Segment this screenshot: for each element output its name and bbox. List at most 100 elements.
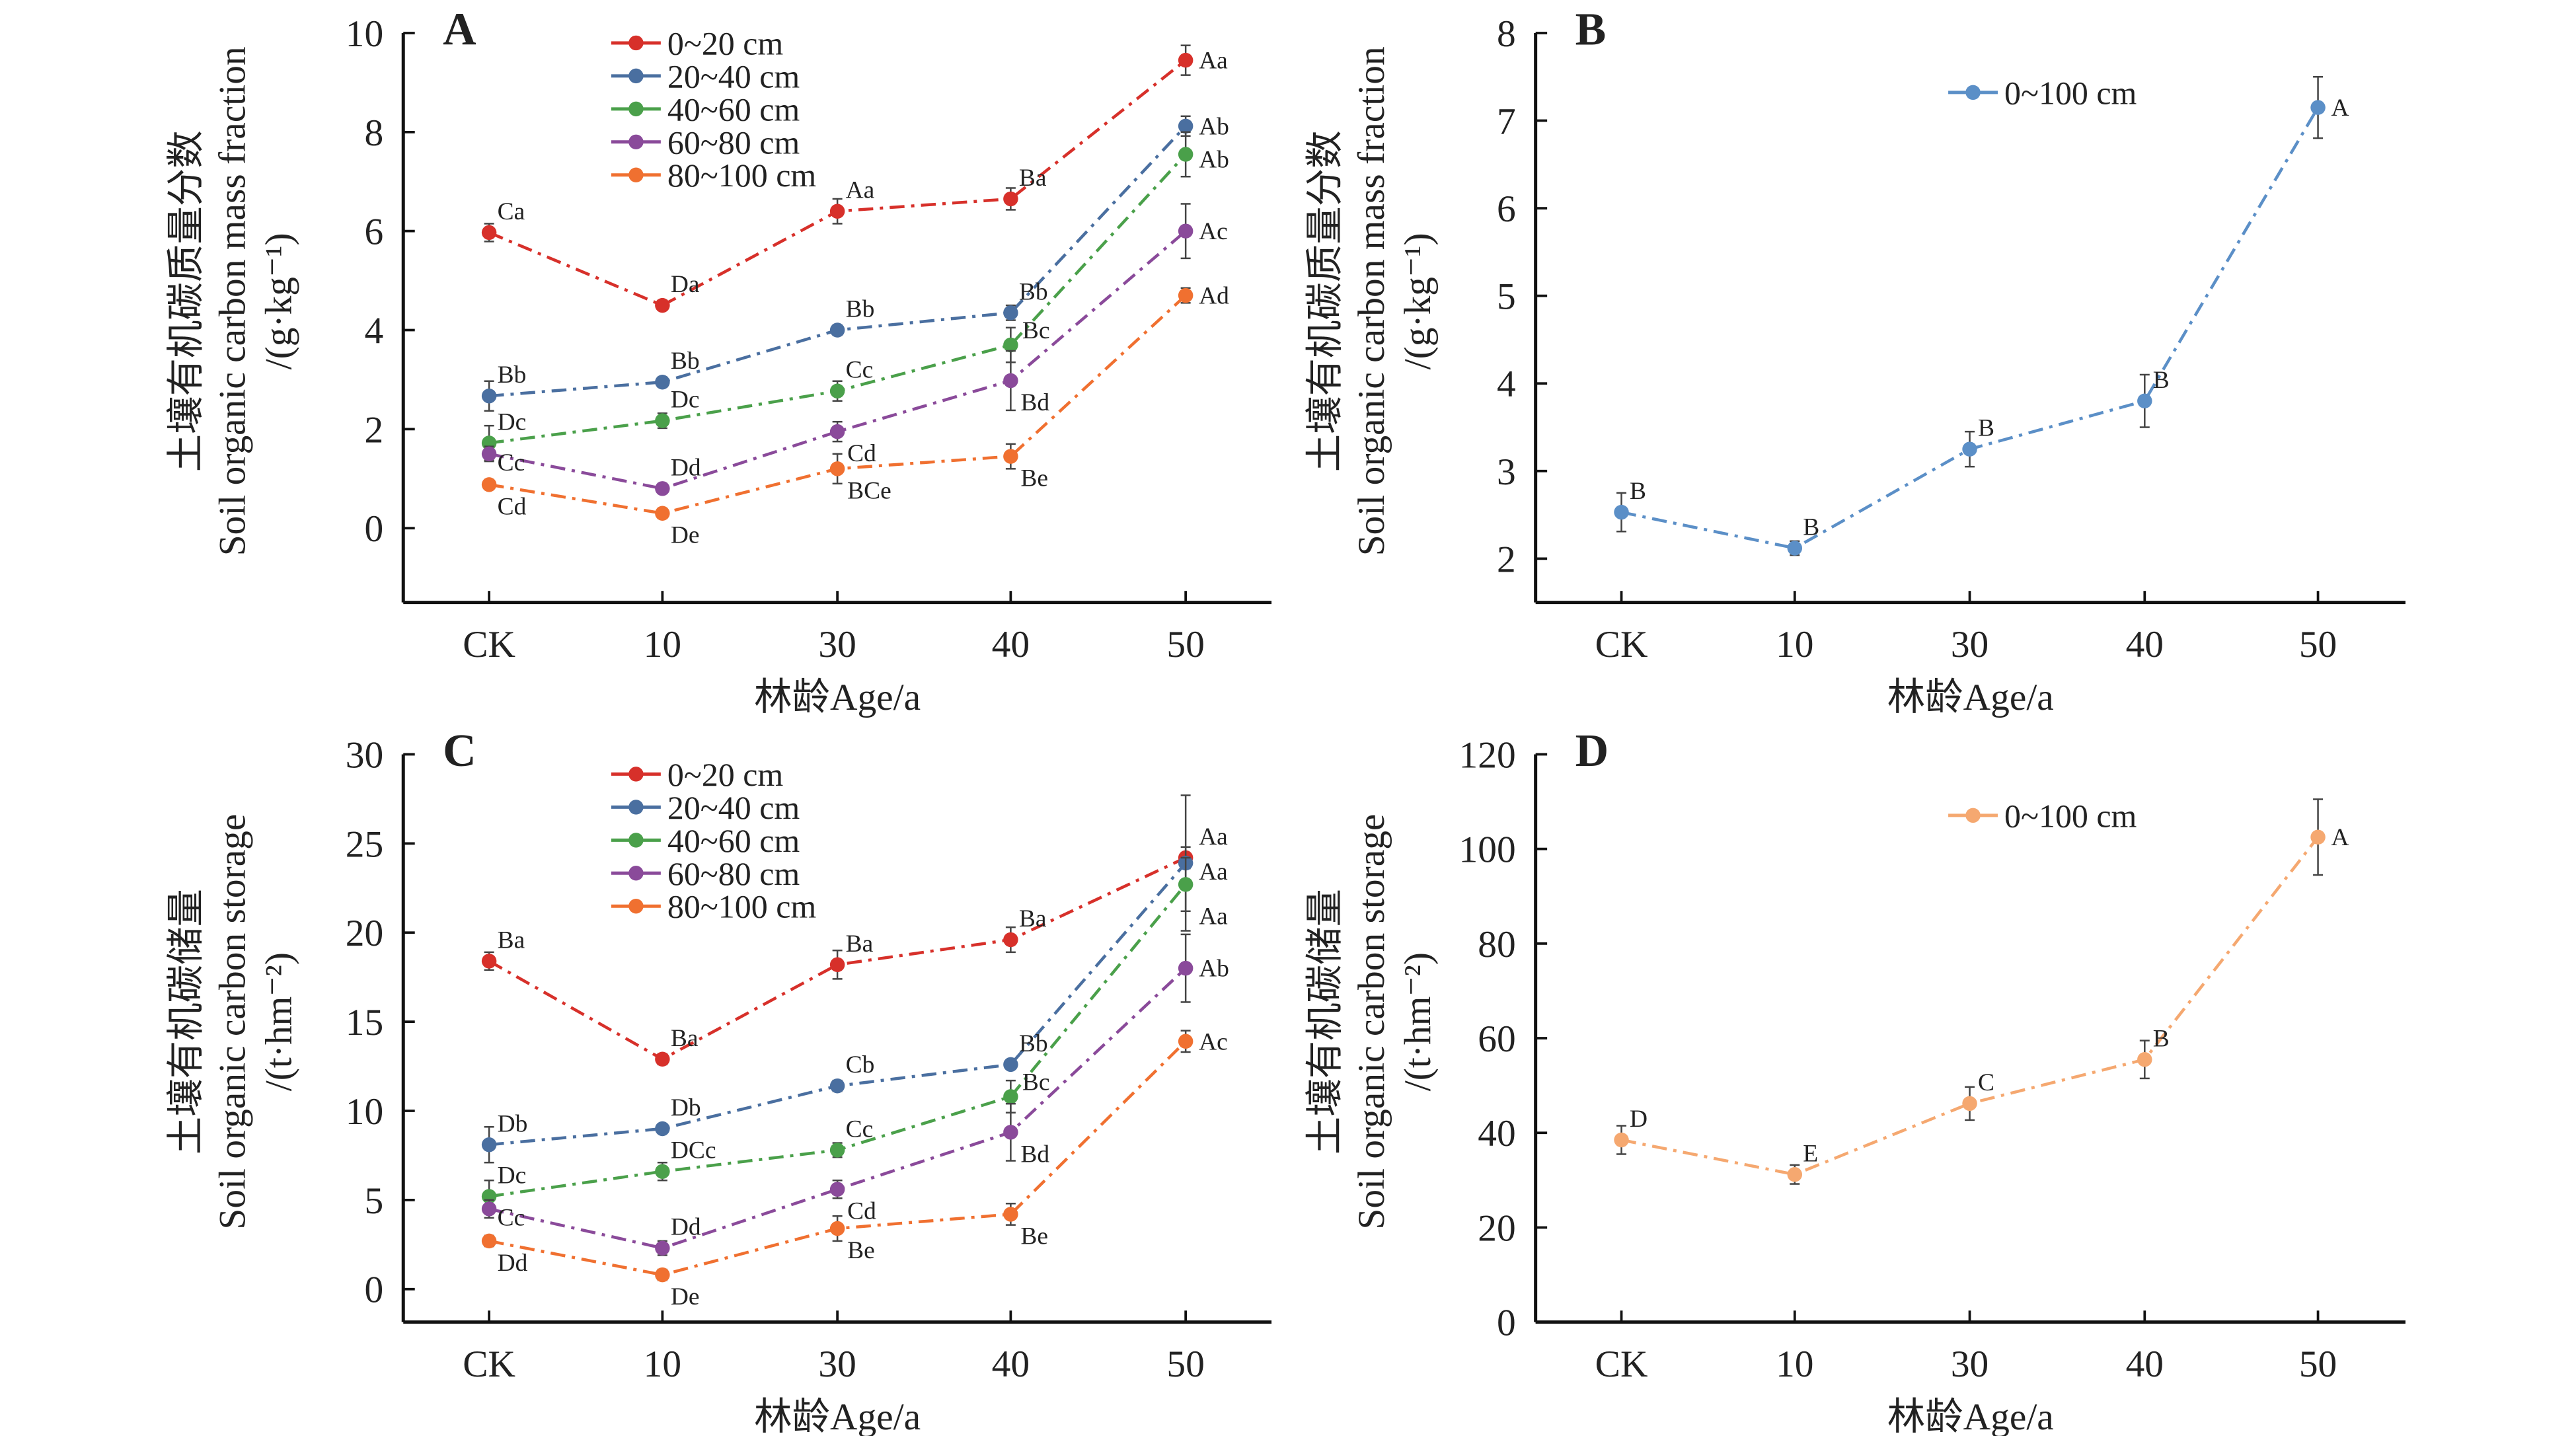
panel-D: 0 20 40 60 80 100 120 CK 10 30 40 50 林龄Age/a 土壤有机碳储量 S… [1305,726,2406,1436]
legend-label: 60~80 cm [667,855,800,892]
series-40-60-: Dc Dc Cc Bc Ab [481,131,1229,461]
y-tick-label: 7 [1497,101,1516,143]
y-tick-label: 20 [346,913,383,954]
legend-marker [628,35,644,51]
panel-letter: A [443,4,476,55]
series-0-20-: Ba Ba Ba Ba Aa [481,823,1228,1067]
y-tick-label: 3 [1497,451,1516,493]
data-point [1003,449,1018,464]
y-tick-label: 100 [1459,829,1516,871]
data-point [481,1201,497,1217]
legend-item: 0~20 cm [611,24,783,61]
data-point [829,957,845,973]
legend-label: 0~20 cm [667,24,784,61]
panel-B: 2 3 4 5 6 7 8 CK 10 30 40 50 林龄Age/a 土壤有机碳质量分数 Soil or… [1305,4,2406,718]
y-tick-label: 8 [1497,13,1516,55]
data-label: Dd [671,1214,701,1241]
data-label: Ab [1199,956,1229,983]
data-point [1178,287,1193,303]
data-point [1178,223,1193,239]
data-point [655,1164,670,1179]
series-80-100-: Cd De BCe Be Ad [481,283,1229,549]
panel-letter: D [1575,726,1609,776]
data-label: Aa [1199,858,1228,886]
data-point [829,1143,845,1158]
data-label: A [2331,94,2349,122]
y-axis-label: /(t·hm⁻²) [1397,952,1439,1091]
x-tick-label: 40 [2126,1343,2164,1385]
data-point [1962,1096,1977,1112]
data-point [481,477,497,492]
data-label: A [2331,824,2349,851]
y-tick-label: 6 [1497,188,1516,230]
data-label: Dc [498,408,527,435]
x-axis-label: 林龄Age/a [1887,1396,2054,1436]
data-label: Ac [1199,1028,1228,1055]
data-point [1003,932,1018,948]
x-tick-label: 50 [1166,624,1204,665]
y-tick-label: 10 [346,1091,383,1133]
data-label: Aa [1199,903,1228,930]
data-label: Db [498,1110,528,1137]
x-tick-label: 30 [1951,1343,1989,1385]
data-label: Ba [846,930,874,958]
data-label: E [1803,1140,1818,1167]
y-axis-label: /(t·hm⁻²) [258,952,299,1091]
data-point [1178,1034,1193,1049]
x-tick-label: 10 [1776,624,1813,665]
legend-marker [628,167,644,182]
data-label: B [2153,1025,2170,1052]
data-label: Dd [498,1250,528,1277]
data-point [2310,100,2326,115]
data-label: Bb [846,296,875,323]
y-tick-label: 5 [1497,276,1516,318]
data-point [1178,118,1193,134]
data-label: Cb [846,1051,875,1078]
data-label: Ca [498,198,525,225]
legend-label: 20~40 cm [667,57,800,94]
data-label: Bd [1020,389,1049,416]
data-label: B [1803,513,1819,541]
x-tick-label: 10 [1776,1343,1813,1385]
series-0-100-: B B B B A [1614,75,2349,556]
data-label: Ad [1199,283,1229,310]
data-label: Be [1020,465,1048,492]
x-tick-label: CK [1595,624,1648,665]
legend-label: 80~100 cm [667,157,817,194]
x-tick-label: CK [463,1343,515,1385]
legend-label: 0~100 cm [2004,74,2137,111]
y-tick-label: 10 [346,13,383,55]
legend-label: 0~100 cm [2004,797,2137,834]
data-label: Bd [1020,1141,1049,1168]
legend-marker [628,767,644,782]
y-tick-label: 4 [365,311,384,352]
data-point [655,297,670,313]
series-0-100-: D E C B A [1614,798,2349,1185]
x-tick-label: CK [463,624,515,665]
y-tick-label: 15 [346,1002,383,1043]
y-axis-label: Soil organic carbon storage [1351,814,1392,1230]
x-tick-label: CK [1595,1343,1648,1385]
data-label: Cd [498,493,527,520]
data-point [2137,1052,2152,1067]
data-point [1178,960,1193,976]
y-tick-label: 40 [1478,1113,1515,1154]
y-tick-label: 0 [365,1269,384,1311]
legend-item: 80~100 cm [611,157,816,194]
data-point [2310,829,2326,845]
y-tick-label: 120 [1459,734,1516,776]
data-label: De [671,1283,700,1310]
y-tick-label: 2 [1497,539,1516,580]
data-point [655,1121,670,1137]
y-axis-label: Soil organic carbon mass fraction [211,46,253,556]
y-axis-label: 土壤有机碳质量分数 [166,130,208,472]
data-label: Ba [671,1025,699,1052]
data-label: Cc [498,449,525,476]
y-tick-label: 80 [1478,924,1515,965]
data-label: Be [847,1237,875,1264]
data-point [1787,541,1803,556]
legend-marker [628,800,644,815]
data-label: Ab [1199,113,1229,140]
y-tick-label: 0 [1497,1303,1516,1344]
